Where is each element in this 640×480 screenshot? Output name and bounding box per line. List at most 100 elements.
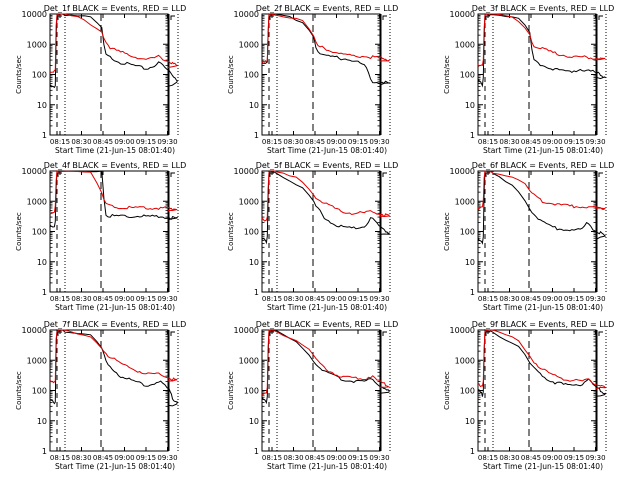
y-tick-label: 10000 bbox=[234, 10, 259, 19]
y-tick-label: 1000 bbox=[239, 356, 259, 365]
x-tick-label: 09:30 bbox=[157, 138, 177, 146]
detector-panel-7: 1 10 100 1000 10000 08:15 08:30 08:45 09:00 09:15… bbox=[15, 320, 186, 471]
x-tick-label: 09:00 bbox=[542, 295, 562, 303]
events-series-line bbox=[261, 329, 390, 405]
x-tick-label: 09:30 bbox=[369, 295, 389, 303]
y-tick-label: 10000 bbox=[22, 326, 47, 335]
y-tick-label: 10000 bbox=[234, 326, 259, 335]
x-tick-label: 08:15 bbox=[478, 454, 498, 462]
x-tick-label: 09:30 bbox=[369, 454, 389, 462]
marker-bracket bbox=[57, 331, 62, 336]
y-tick-label: 1000 bbox=[27, 40, 47, 49]
panel-title: Det_2f BLACK = Events, RED = LLD bbox=[256, 4, 399, 13]
y-axis-label: Counts/sec bbox=[227, 371, 235, 410]
x-tick-label: 09:15 bbox=[136, 295, 156, 303]
x-tick-label: 08:15 bbox=[50, 295, 70, 303]
x-tick-label: 08:30 bbox=[283, 295, 303, 303]
x-tick-label: 08:30 bbox=[283, 138, 303, 146]
x-tick-label: 08:15 bbox=[262, 295, 282, 303]
x-tick-label: 08:15 bbox=[478, 295, 498, 303]
marker-bracket bbox=[382, 15, 387, 20]
axes-frame bbox=[477, 329, 597, 452]
y-tick-label: 1 bbox=[42, 447, 47, 456]
x-tick-label: 09:00 bbox=[542, 454, 562, 462]
x-tick-label: 09:00 bbox=[326, 138, 346, 146]
x-axis-label: Start Time (21-Jun-15 08:01:40) bbox=[483, 303, 603, 312]
y-tick-label: 10 bbox=[37, 417, 47, 426]
panel-title: Det_8f BLACK = Events, RED = LLD bbox=[256, 320, 399, 329]
x-tick-label: 09:15 bbox=[348, 295, 368, 303]
marker-bracket bbox=[485, 15, 490, 20]
detector-panel-2: 1 10 100 1000 10000 08:15 08:30 08:45 09:00 09:15… bbox=[227, 4, 398, 155]
events-series-line bbox=[49, 329, 178, 407]
y-tick-label: 1000 bbox=[27, 197, 47, 206]
x-tick-label: 09:30 bbox=[585, 454, 605, 462]
y-tick-label: 1 bbox=[42, 288, 47, 297]
y-tick-label: 100 bbox=[32, 387, 47, 396]
x-tick-label: 09:30 bbox=[157, 454, 177, 462]
x-axis-label: Start Time (21-Jun-15 08:01:40) bbox=[267, 146, 387, 155]
x-tick-label: 09:30 bbox=[157, 295, 177, 303]
x-axis-label: Start Time (21-Jun-15 08:01:40) bbox=[483, 462, 603, 471]
y-axis-label: Counts/sec bbox=[15, 212, 23, 251]
x-tick-label: 09:15 bbox=[564, 138, 584, 146]
detector-panel-9: 1 10 100 1000 10000 08:15 08:30 08:45 09:00 09:15… bbox=[443, 320, 614, 471]
marker-bracket bbox=[170, 172, 175, 177]
y-tick-label: 10000 bbox=[22, 167, 47, 176]
panel-title: Det_5f BLACK = Events, RED = LLD bbox=[256, 161, 399, 170]
axes-frame bbox=[49, 329, 169, 452]
detector-panel-4: 1 10 100 1000 10000 08:15 08:30 08:45 09:00 09:15… bbox=[15, 161, 186, 312]
marker-bracket bbox=[598, 15, 603, 20]
events-series-line bbox=[49, 13, 178, 89]
events-series-line bbox=[477, 329, 606, 397]
lld-series-line bbox=[477, 13, 606, 67]
y-tick-label: 100 bbox=[244, 71, 259, 80]
marker-bracket bbox=[57, 15, 62, 20]
y-tick-label: 1 bbox=[254, 447, 259, 456]
x-tick-label: 09:15 bbox=[348, 138, 368, 146]
lld-series-line bbox=[49, 13, 179, 73]
y-axis-label: Counts/sec bbox=[227, 55, 235, 94]
x-tick-label: 09:00 bbox=[326, 454, 346, 462]
axes-frame bbox=[477, 13, 597, 136]
y-tick-label: 10000 bbox=[450, 326, 475, 335]
marker-bracket bbox=[269, 331, 274, 336]
panel-title: Det_3f BLACK = Events, RED = LLD bbox=[472, 4, 615, 13]
detector-panel-6: 1 10 100 1000 10000 08:15 08:30 08:45 09:00 09:15… bbox=[443, 161, 614, 312]
detector-panel-8: 1 10 100 1000 10000 08:15 08:30 08:45 09:00 09:15… bbox=[227, 320, 398, 471]
y-tick-label: 10 bbox=[249, 417, 259, 426]
marker-bracket bbox=[170, 15, 175, 20]
x-tick-label: 08:15 bbox=[262, 454, 282, 462]
panel-title: Det_1f BLACK = Events, RED = LLD bbox=[44, 4, 187, 13]
detector-panel-3: 1 10 100 1000 10000 08:15 08:30 08:45 09:00 09:15… bbox=[443, 4, 614, 155]
marker-bracket bbox=[382, 172, 387, 177]
axes-frame bbox=[477, 170, 597, 293]
axes-frame bbox=[261, 13, 381, 136]
lld-series-line bbox=[261, 170, 390, 222]
x-tick-label: 08:30 bbox=[71, 295, 91, 303]
y-tick-label: 10 bbox=[37, 258, 47, 267]
y-tick-label: 10000 bbox=[234, 167, 259, 176]
panel-title: Det_6f BLACK = Events, RED = LLD bbox=[472, 161, 615, 170]
x-tick-label: 08:15 bbox=[262, 138, 282, 146]
axes-frame bbox=[261, 329, 381, 452]
lld-series-line bbox=[261, 329, 390, 396]
x-tick-label: 08:45 bbox=[305, 454, 325, 462]
x-tick-label: 09:15 bbox=[136, 454, 156, 462]
events-series-line bbox=[477, 13, 607, 88]
y-tick-label: 100 bbox=[244, 387, 259, 396]
y-tick-label: 10000 bbox=[450, 10, 475, 19]
y-tick-label: 10 bbox=[465, 258, 475, 267]
axes-frame bbox=[49, 170, 169, 293]
y-tick-label: 1000 bbox=[27, 356, 47, 365]
x-tick-label: 08:30 bbox=[499, 138, 519, 146]
events-series-line bbox=[261, 170, 390, 245]
x-tick-label: 09:00 bbox=[326, 295, 346, 303]
x-axis-label: Start Time (21-Jun-15 08:01:40) bbox=[483, 146, 603, 155]
y-tick-label: 100 bbox=[460, 228, 475, 237]
y-tick-label: 1 bbox=[42, 131, 47, 140]
lld-series-line bbox=[50, 329, 178, 384]
y-tick-label: 1 bbox=[470, 131, 475, 140]
y-axis-label: Counts/sec bbox=[15, 55, 23, 94]
y-axis-label: Counts/sec bbox=[443, 371, 451, 410]
